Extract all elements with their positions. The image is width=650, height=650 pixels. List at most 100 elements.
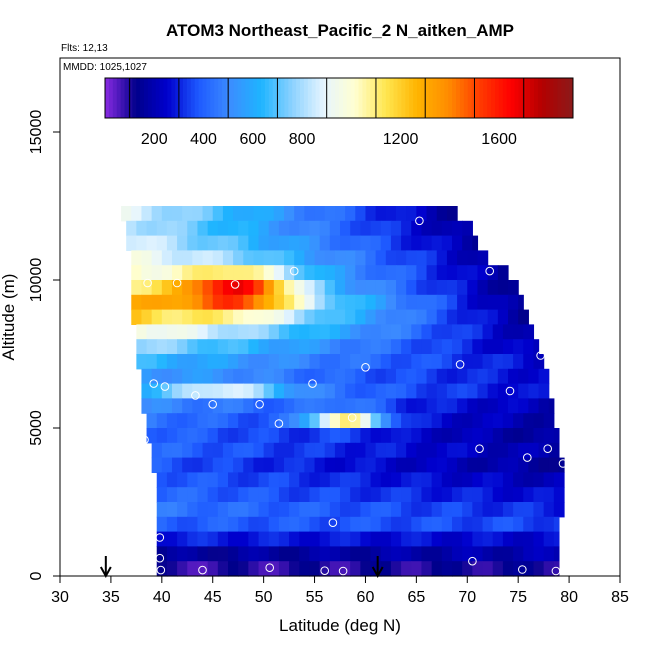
heatmap-cell — [370, 502, 382, 518]
sample-point — [558, 459, 568, 468]
heatmap-cell — [248, 502, 260, 518]
heatmap-cell — [319, 235, 331, 251]
heatmap-cell — [284, 250, 295, 266]
heatmap-cell — [441, 531, 453, 547]
heatmap-cell — [548, 457, 560, 473]
colorbar-tick-label: 200 — [141, 131, 168, 148]
sample-point — [475, 444, 484, 454]
colorbar-segment — [479, 78, 484, 118]
heatmap-cell — [248, 561, 260, 577]
heatmap-cell — [212, 206, 224, 222]
heatmap-cell — [350, 516, 361, 533]
heatmap-cell — [278, 324, 290, 340]
heatmap-cell — [452, 235, 463, 251]
heatmap-cell — [324, 309, 336, 325]
heatmap-cell — [177, 487, 188, 503]
heatmap-cell — [548, 398, 555, 414]
heatmap-cell — [126, 235, 137, 251]
x-tick-label: 65 — [407, 589, 425, 606]
colorbar-segment — [190, 78, 196, 118]
heatmap-cell — [299, 502, 311, 518]
heatmap-cell — [401, 413, 412, 429]
heatmap-cell — [370, 531, 382, 547]
heatmap-cell — [319, 472, 331, 488]
heatmap-cell — [365, 250, 377, 266]
heatmap-cell — [299, 324, 311, 340]
heatmap-cell — [360, 561, 372, 577]
heatmap-cell — [482, 472, 494, 488]
heatmap-cell — [289, 502, 300, 518]
heatmap-cell — [156, 487, 168, 503]
x-tick-label: 70 — [458, 589, 476, 606]
heatmap-cell — [289, 472, 300, 488]
heatmap-cell — [426, 309, 438, 325]
heatmap-cell — [340, 428, 351, 444]
heatmap-cell — [294, 383, 305, 399]
heatmap-cell — [207, 324, 219, 340]
heatmap-cell — [385, 250, 397, 266]
heatmap-cell — [334, 398, 346, 414]
colorbar-segment — [459, 78, 465, 118]
heatmap-cell — [472, 324, 484, 340]
heatmap-cell — [238, 531, 249, 547]
heatmap-cell — [228, 428, 239, 444]
heatmap-cell — [309, 235, 321, 251]
heatmap-cell — [166, 561, 178, 577]
heatmap-cell — [350, 428, 361, 444]
heatmap-cell — [431, 516, 443, 533]
heatmap-cell — [258, 531, 270, 547]
heatmap-cell — [309, 487, 321, 503]
x-tick-label: 45 — [204, 589, 222, 606]
heatmap-cell — [172, 265, 183, 281]
heatmap-cell — [146, 413, 158, 429]
colorbar-segment — [280, 78, 285, 118]
heatmap-cell — [299, 546, 311, 562]
heatmap-cell — [141, 368, 153, 385]
heatmap-cell — [182, 280, 193, 296]
heatmap-cell — [360, 428, 372, 444]
heatmap-cell — [187, 339, 199, 355]
heatmap-cell — [304, 398, 316, 414]
heatmap-cell — [401, 428, 412, 444]
y-axis: 0 5000 10000 15000 — [28, 110, 61, 580]
colorbar-segment — [151, 78, 157, 118]
heatmap-cell — [207, 220, 219, 237]
heatmap-cell — [340, 502, 351, 518]
heatmap-cell — [390, 324, 402, 340]
heatmap-cell — [177, 428, 188, 444]
heatmap-cell — [365, 206, 377, 222]
colorbar-tick-labels: 200 400 600 800 1200 1600 — [141, 131, 517, 148]
heatmap-cell — [380, 531, 392, 547]
heatmap-cell — [462, 502, 473, 518]
heatmap-cell — [228, 339, 239, 355]
heatmap-cell — [146, 324, 158, 340]
heatmap-cell — [228, 324, 239, 340]
heatmap-cell — [324, 265, 336, 281]
heatmap-cell — [268, 339, 280, 355]
heatmap-cell — [197, 531, 209, 547]
heatmap-cell — [273, 250, 285, 266]
heatmap-cell — [273, 280, 285, 296]
heatmap-cell — [334, 206, 346, 222]
heatmap-cell — [243, 206, 255, 222]
heatmap-cell — [375, 398, 387, 414]
colorbar-segment — [456, 78, 461, 118]
heatmap-cell — [513, 546, 524, 562]
colorbar-segment — [518, 78, 523, 118]
colorbar-segment — [237, 78, 242, 118]
sample-point — [155, 533, 165, 542]
colorbar-segment — [335, 78, 340, 118]
heatmap-cell — [380, 561, 392, 577]
heatmap-cell — [477, 457, 489, 473]
heatmap-cell — [161, 368, 173, 385]
heatmap-cell — [202, 442, 214, 459]
heatmap-cell — [273, 265, 285, 281]
colorbar-segment — [288, 78, 293, 118]
heatmap-cell — [543, 472, 555, 488]
heatmap-cell — [304, 294, 316, 311]
heatmap-cell — [482, 487, 494, 503]
colorbar-segment — [487, 78, 492, 118]
heatmap-cell — [248, 413, 260, 429]
heatmap-cell — [477, 250, 489, 266]
